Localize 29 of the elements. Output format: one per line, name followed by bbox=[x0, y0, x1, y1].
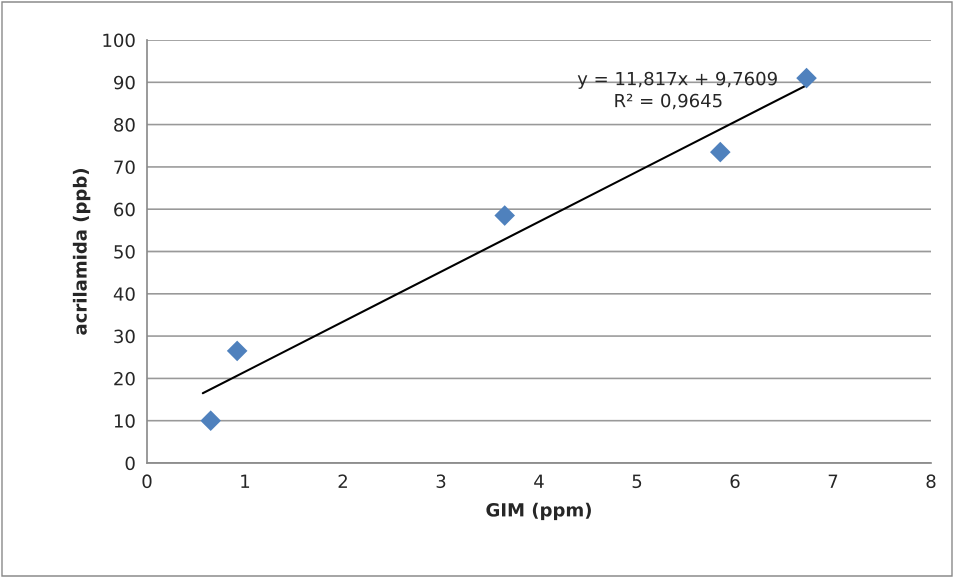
point bbox=[494, 205, 515, 226]
y-axis-title: acrilamida (ppb) bbox=[72, 169, 90, 335]
y-tick-label: 70 bbox=[114, 160, 135, 174]
x-tick-label: 7 bbox=[828, 474, 838, 488]
x-tick-label: 4 bbox=[534, 474, 544, 488]
y-tick-label: 30 bbox=[114, 330, 135, 344]
x-tick-label: 5 bbox=[632, 474, 642, 488]
y-tick-label: 90 bbox=[114, 76, 135, 90]
y-tick-label: 10 bbox=[114, 414, 135, 428]
x-tick-label: 0 bbox=[142, 474, 152, 488]
point bbox=[226, 340, 248, 362]
y-tick-label: 50 bbox=[114, 244, 135, 259]
point bbox=[796, 68, 817, 88]
x-axis-title: GIM (ppm) bbox=[486, 502, 591, 520]
y-tick-label: 60 bbox=[114, 202, 135, 216]
x-tick-label: 3 bbox=[436, 474, 446, 488]
x-tick-label: 1 bbox=[241, 474, 250, 488]
annotation: R² = 0,9645 bbox=[615, 94, 722, 110]
y-tick-label: 0 bbox=[126, 456, 135, 470]
y-tick-label: 20 bbox=[114, 372, 135, 386]
y-tick-label: 100 bbox=[103, 33, 135, 48]
x-tick-label: 2 bbox=[338, 474, 347, 488]
point bbox=[200, 410, 221, 431]
x-tick-label: 8 bbox=[926, 474, 936, 488]
annotation: y = 11,817x + 9,7609 bbox=[578, 72, 777, 89]
y-tick-label: 40 bbox=[114, 287, 135, 301]
y-tick-label: 80 bbox=[114, 118, 135, 132]
point bbox=[710, 142, 731, 162]
x-tick-label: 6 bbox=[730, 474, 740, 488]
